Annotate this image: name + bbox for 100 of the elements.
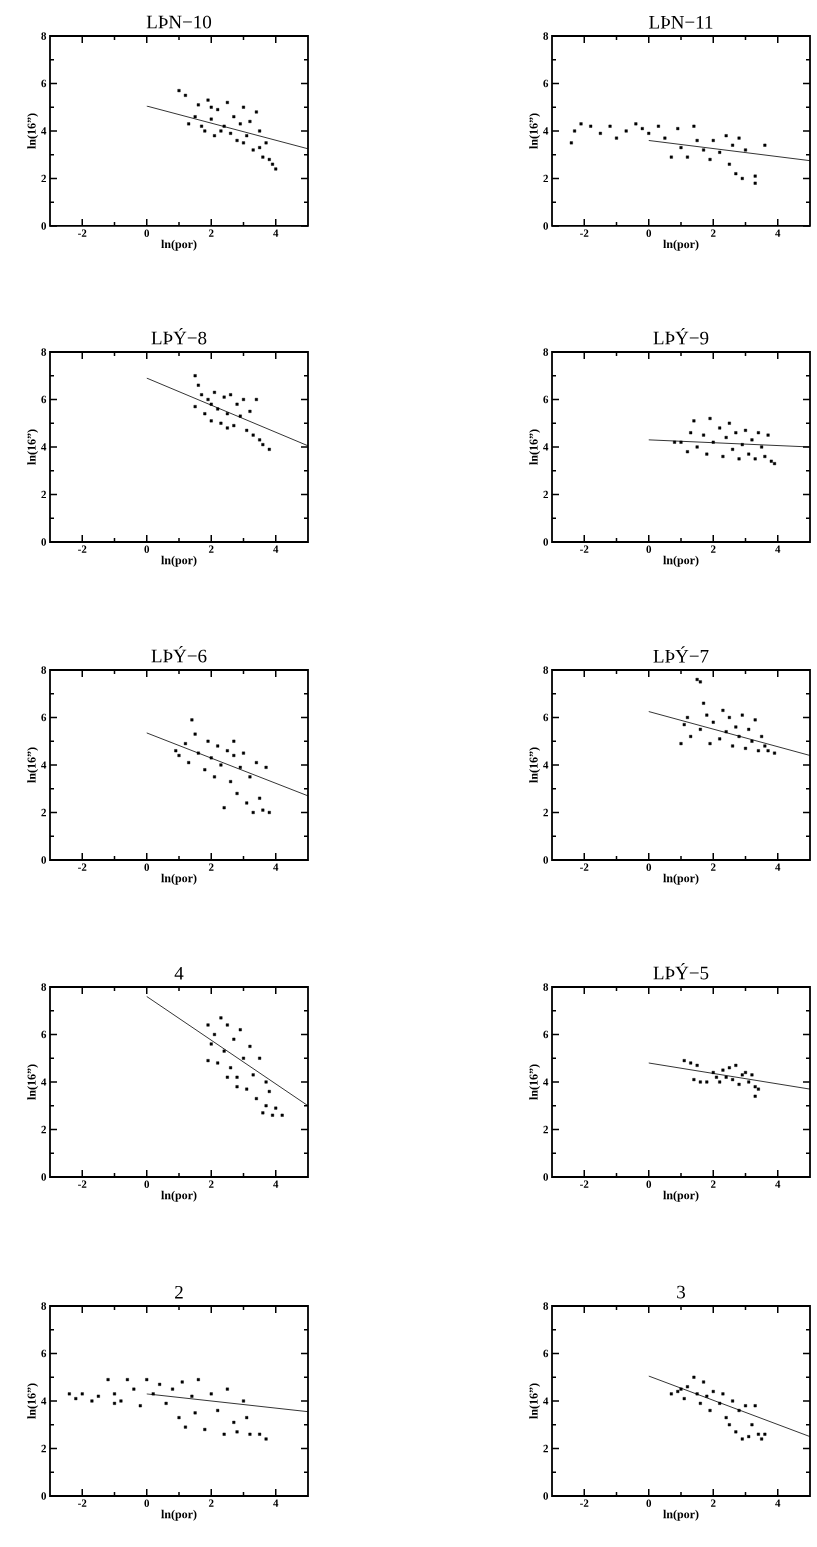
point bbox=[624, 129, 628, 133]
point bbox=[753, 718, 757, 722]
point bbox=[235, 791, 239, 795]
x-axis-title: ln(por) bbox=[663, 1190, 699, 1202]
point bbox=[209, 105, 213, 109]
x-tick-label: 4 bbox=[273, 1499, 279, 1507]
point bbox=[242, 397, 245, 401]
point bbox=[138, 1404, 142, 1408]
point bbox=[90, 1399, 94, 1403]
x-tick-label: 4 bbox=[775, 545, 781, 553]
point bbox=[190, 718, 194, 722]
x-tick-label: 0 bbox=[144, 863, 150, 871]
point bbox=[702, 701, 706, 705]
y-tick-label: 8 bbox=[41, 983, 47, 991]
point bbox=[692, 1375, 696, 1379]
y-tick-label: 4 bbox=[543, 127, 549, 135]
point bbox=[212, 390, 216, 394]
point bbox=[113, 1401, 116, 1405]
point bbox=[258, 438, 262, 442]
point bbox=[180, 1380, 184, 1384]
y-tick-label: 4 bbox=[543, 443, 549, 451]
x-tick-label: 0 bbox=[646, 863, 652, 871]
point bbox=[718, 1080, 722, 1084]
point bbox=[216, 1061, 220, 1065]
point bbox=[721, 708, 725, 712]
point bbox=[705, 1394, 709, 1398]
point bbox=[183, 1425, 187, 1429]
point bbox=[711, 138, 715, 142]
x-tick-label: 0 bbox=[646, 545, 652, 553]
point bbox=[737, 1408, 741, 1412]
point bbox=[598, 131, 602, 135]
x-tick-label: 2 bbox=[710, 229, 716, 237]
point bbox=[235, 138, 239, 142]
point bbox=[232, 115, 236, 119]
y-tick-label: 0 bbox=[543, 856, 549, 864]
y-axis-title: ln(16”) bbox=[27, 1064, 39, 1100]
point bbox=[689, 1061, 693, 1065]
y-tick-label: 4 bbox=[41, 1397, 47, 1405]
x-tick-label: 0 bbox=[144, 1180, 150, 1188]
point bbox=[731, 1078, 735, 1082]
point bbox=[258, 1056, 262, 1060]
x-tick-label: 4 bbox=[775, 1180, 781, 1188]
point bbox=[721, 1392, 725, 1396]
point bbox=[225, 1023, 229, 1027]
y-tick-label: 6 bbox=[41, 1349, 47, 1358]
point bbox=[692, 1078, 696, 1082]
y-tick-label: 4 bbox=[41, 443, 47, 451]
point bbox=[737, 136, 741, 140]
point bbox=[225, 426, 229, 430]
point bbox=[242, 105, 245, 109]
chart-title: LÞN−10 bbox=[146, 15, 212, 29]
point bbox=[193, 374, 197, 378]
point bbox=[734, 1430, 738, 1434]
x-tick-label: -2 bbox=[580, 229, 589, 237]
point bbox=[744, 1070, 747, 1074]
point bbox=[734, 1063, 738, 1067]
point bbox=[718, 150, 722, 154]
y-tick-label: 4 bbox=[543, 761, 549, 769]
x-tick-label: 0 bbox=[144, 545, 150, 553]
point bbox=[222, 395, 226, 399]
y-tick-label: 6 bbox=[41, 713, 47, 722]
chart-title: LÞÝ−5 bbox=[653, 962, 709, 980]
point bbox=[750, 438, 754, 442]
point bbox=[264, 1080, 268, 1084]
y-tick-label: 2 bbox=[543, 490, 548, 499]
point bbox=[669, 1392, 673, 1396]
point bbox=[212, 1032, 216, 1036]
point bbox=[773, 462, 777, 466]
point bbox=[753, 1094, 757, 1098]
y-axis-title: ln(16”) bbox=[529, 747, 541, 783]
point bbox=[216, 1408, 220, 1412]
point bbox=[669, 155, 673, 159]
point bbox=[235, 1075, 239, 1079]
point bbox=[711, 720, 715, 724]
x-tick-label: 2 bbox=[208, 1499, 214, 1507]
point bbox=[727, 715, 731, 719]
point bbox=[229, 1066, 233, 1070]
x-tick-label: 4 bbox=[273, 229, 279, 237]
point bbox=[702, 148, 706, 152]
point bbox=[747, 1435, 751, 1439]
point bbox=[245, 134, 249, 138]
point bbox=[261, 808, 265, 812]
point bbox=[258, 146, 262, 150]
y-tick-label: 0 bbox=[41, 222, 47, 230]
point bbox=[212, 134, 216, 138]
point bbox=[242, 141, 245, 145]
point bbox=[106, 1378, 110, 1382]
point bbox=[216, 744, 220, 748]
point bbox=[238, 765, 242, 769]
chart-title: 4 bbox=[174, 966, 184, 980]
y-axis-title: ln(16”) bbox=[529, 113, 541, 149]
point bbox=[731, 143, 735, 147]
y-tick-label: 4 bbox=[543, 1078, 549, 1086]
point bbox=[676, 127, 680, 131]
point bbox=[232, 739, 236, 743]
point bbox=[248, 775, 252, 779]
point bbox=[766, 433, 770, 437]
point bbox=[261, 155, 265, 159]
point bbox=[248, 119, 252, 123]
point bbox=[579, 122, 583, 126]
